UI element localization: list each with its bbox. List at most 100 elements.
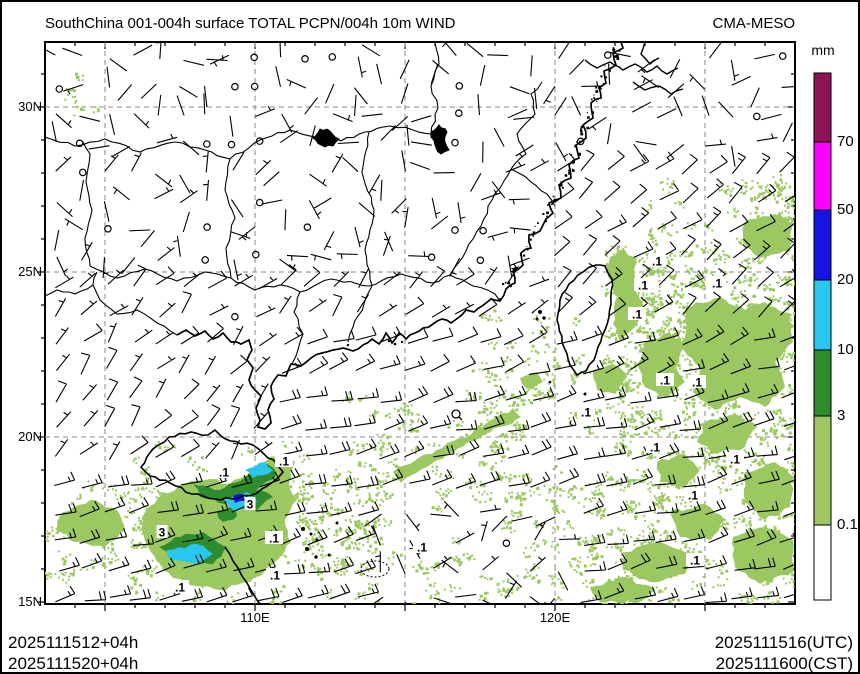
- precip-blob-lg: [742, 214, 793, 257]
- island-dot: [538, 310, 542, 314]
- svg-text:.1: .1: [175, 581, 185, 595]
- province-border: [291, 291, 304, 365]
- contour-label: .1: [577, 405, 595, 420]
- island-dot: [327, 553, 331, 557]
- contour-label: 3: [156, 525, 168, 540]
- calm-circle: [303, 223, 312, 232]
- svg-text:.1: .1: [730, 453, 740, 467]
- calm-circle: [231, 312, 239, 321]
- province-border: [229, 129, 316, 160]
- island-dot: [309, 532, 313, 536]
- precip-blob-lg: [590, 577, 655, 604]
- calm-circle: [203, 223, 211, 231]
- precip-blob-lg: [743, 462, 794, 520]
- geography-layer: [45, 42, 684, 604]
- contour-label: .1: [726, 452, 744, 467]
- bank-outline: [360, 560, 390, 578]
- wind-barb-layer: [45, 42, 795, 604]
- precip-speckles: [471, 309, 631, 508]
- island-dot: [335, 521, 339, 525]
- contour-label: .1: [688, 375, 706, 390]
- island-dot: [400, 340, 404, 344]
- contour-label: .1: [215, 465, 233, 480]
- contour-label: .1: [646, 440, 664, 455]
- svg-text:.1: .1: [650, 441, 660, 455]
- precip-blob-lg: [622, 542, 690, 583]
- valid-time-utc: 2025111516(UTC): [714, 633, 853, 652]
- svg-text:.1: .1: [270, 569, 280, 583]
- province-border: [230, 277, 301, 293]
- precip-blob-lg: [393, 408, 521, 483]
- vietnam-coastline: [224, 546, 261, 604]
- svg-text:.1: .1: [417, 541, 427, 555]
- svg-text:.1: .1: [692, 376, 702, 390]
- province-border: [430, 42, 440, 135]
- province-border: [510, 168, 554, 203]
- calm-circle: [603, 51, 612, 59]
- contour-label: .1: [648, 254, 666, 269]
- svg-text:.1: .1: [638, 279, 648, 293]
- lat-label-25N: 25N: [18, 264, 42, 279]
- svg-text:.1: .1: [269, 532, 279, 546]
- colorbar-value-10: 10: [837, 341, 854, 358]
- contour-label: .1: [628, 307, 646, 322]
- province-border: [510, 81, 543, 170]
- colorbar-segment: [813, 209, 832, 281]
- calm-circle: [250, 53, 259, 62]
- colorbar-value-3: 3: [837, 407, 846, 424]
- estuary-line: [632, 81, 684, 95]
- contour-label: .1: [686, 553, 704, 568]
- contour-label: .1: [266, 568, 284, 583]
- province-border: [299, 273, 451, 293]
- calm-circle: [231, 82, 239, 91]
- precip-speckles: [298, 468, 398, 581]
- calm-circle: [778, 52, 787, 60]
- lat-label-15N: 15N: [18, 594, 42, 609]
- calm-circle: [454, 109, 463, 118]
- contour-label-layer: .1 .1 .1 .1 .1 .1 .1 .1 .1 .1 .1 .1 .1 .1 3 3 .1 .1 .1: [156, 254, 744, 595]
- colorbar-segment: [813, 72, 832, 143]
- colorbar-value-50: 50: [837, 201, 854, 218]
- island-dot: [387, 339, 391, 343]
- svg-text:.1: .1: [688, 489, 698, 503]
- province-border: [347, 131, 375, 343]
- contour-label: .1: [275, 454, 293, 469]
- province-border: [224, 158, 236, 279]
- svg-text:3: 3: [247, 498, 254, 512]
- map-content: .1 .1 .1 .1 .1 .1 .1 .1 .1 .1 .1 .1 .1 .1 3 3 .1 .1 .1: [45, 42, 795, 604]
- calm-circle: [255, 137, 264, 145]
- estuary-line: [584, 59, 679, 75]
- lake: [312, 128, 340, 148]
- island-dot: [548, 380, 552, 384]
- estuary-line: [640, 42, 660, 65]
- precip-blob-lg: [520, 372, 543, 389]
- contour-label: .1: [656, 373, 674, 388]
- svg-text:.1: .1: [279, 455, 289, 469]
- map-border: [44, 41, 796, 605]
- lake: [430, 124, 450, 155]
- province-border: [340, 125, 432, 142]
- precip-speckles: [601, 245, 685, 393]
- calm-circle: [301, 54, 309, 63]
- colorbar-unit-label: mm: [811, 42, 835, 58]
- precip-speckles: [504, 479, 795, 604]
- precip-blob-lg: [731, 527, 794, 584]
- contour-label: .1: [634, 278, 652, 293]
- precip-blob-lg: [656, 454, 700, 487]
- calm-circle: [55, 85, 64, 93]
- calm-circle: [250, 82, 259, 91]
- contour-label: .1: [265, 531, 283, 546]
- calm-circle: [201, 256, 210, 264]
- dongsha-atoll: [451, 409, 461, 419]
- calm-circle: [451, 138, 459, 147]
- province-border: [92, 271, 178, 336]
- colorbar-segment: [813, 415, 832, 526]
- island-dot: [583, 392, 587, 396]
- calm-circle: [104, 225, 112, 233]
- calm-circle: [252, 250, 260, 259]
- map-canvas: .1 .1 .1 .1 .1 .1 .1 .1 .1 .1 .1 .1 .1 .1 3 3 .1 .1 .1: [38, 41, 796, 611]
- model-name: CMA-MESO: [712, 15, 796, 32]
- colorbar-value-70: 70: [837, 133, 854, 150]
- calm-circle: [479, 226, 487, 235]
- calm-circle: [451, 226, 459, 234]
